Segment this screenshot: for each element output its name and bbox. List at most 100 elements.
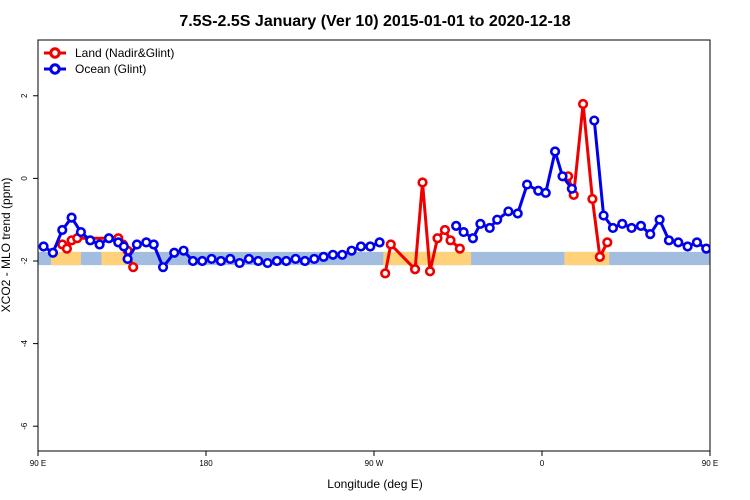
x-tick-label: 90 E (702, 459, 718, 468)
legend-land-label: Land (Nadir&Glint) (75, 46, 174, 60)
data-point (290, 253, 301, 265)
data-point (451, 220, 462, 231)
data-point (557, 171, 568, 182)
data-point (215, 255, 227, 267)
data-point (197, 255, 208, 267)
data-point (365, 241, 376, 252)
data-point (730, 214, 738, 222)
x-axis: 90 E 180 90 W 0 90 E (30, 451, 718, 468)
data-point (682, 241, 693, 252)
data-point (701, 243, 710, 254)
legend: Land (Nadir&Glint) Ocean (Glint) (44, 46, 174, 76)
data-point (458, 226, 469, 238)
data-point (169, 247, 180, 258)
data-point (346, 245, 357, 256)
series-line (455, 150, 574, 240)
data-point (243, 253, 255, 265)
y-axis-label: XCO2 - MLO trend (ppm) (0, 178, 13, 313)
data-point (521, 179, 533, 190)
data-point (380, 268, 391, 279)
data-point (512, 208, 523, 219)
series-layer (38, 98, 750, 279)
data-point (736, 245, 744, 253)
data-point (355, 241, 367, 252)
land-band-segment (736, 252, 750, 265)
data-point (467, 233, 479, 244)
series-ocean (38, 115, 738, 273)
data-point (540, 187, 551, 198)
x-axis-label: Longitude (deg E) (327, 477, 422, 491)
data-point (602, 237, 613, 248)
series-line (734, 238, 750, 267)
x-tick-label: 90 E (30, 459, 46, 468)
data-point (598, 210, 609, 221)
data-point (327, 249, 339, 260)
data-point (309, 253, 320, 265)
data-point (75, 226, 87, 238)
data-point (318, 251, 329, 262)
data-point (234, 257, 245, 269)
data-point (432, 233, 443, 244)
data-point (122, 253, 133, 265)
data-point (128, 262, 139, 273)
data-point (409, 264, 421, 275)
data-point (503, 206, 514, 217)
series-line (592, 120, 710, 252)
data-point (337, 249, 348, 260)
data-point (38, 241, 49, 252)
data-point (654, 214, 665, 225)
data-point (187, 255, 199, 267)
data-point (691, 237, 703, 248)
data-point (589, 115, 600, 126)
data-point (607, 222, 619, 234)
data-point (262, 257, 273, 269)
legend-ocean-label: Ocean (Glint) (75, 62, 146, 76)
data-point (61, 243, 73, 254)
data-point (475, 218, 486, 229)
data-point (47, 247, 59, 258)
data-point (85, 235, 96, 246)
legend-land-marker (49, 47, 61, 59)
data-point (587, 193, 598, 205)
x-tick-label: 180 (199, 459, 213, 468)
data-point (271, 255, 283, 267)
data-point (103, 233, 115, 244)
data-point (157, 262, 169, 273)
data-point (299, 255, 311, 267)
data-point (626, 222, 637, 234)
data-point (94, 239, 105, 250)
data-point (206, 253, 217, 265)
y-axis: 2 0 -2 -4 -6 (20, 93, 38, 430)
land-band-segment (383, 251, 472, 266)
data-point (253, 255, 264, 267)
data-point (663, 235, 675, 246)
data-point (635, 220, 647, 231)
data-point (445, 235, 456, 246)
data-point (417, 177, 428, 188)
data-point (439, 224, 451, 236)
y-tick-label: 2 (20, 93, 29, 98)
data-point (374, 237, 385, 248)
legend-ocean-marker (49, 63, 61, 75)
data-point (577, 98, 589, 110)
data-point (549, 146, 561, 157)
data-point (57, 224, 68, 236)
data-point (617, 218, 628, 229)
land-ocean-band (38, 251, 750, 266)
data-point (454, 243, 465, 254)
data-point (66, 212, 77, 223)
data-point (730, 241, 738, 249)
land-band-segment (101, 251, 128, 266)
data-point (744, 234, 750, 242)
series-land (57, 98, 750, 279)
x-tick-label: 90 W (365, 459, 384, 468)
data-point (424, 266, 436, 277)
land-band-segment (51, 251, 81, 266)
chart-title: 7.5S-2.5S January (Ver 10) 2015-01-01 to… (179, 13, 570, 30)
data-point (673, 237, 684, 248)
y-tick-label: 0 (20, 176, 29, 181)
data-point (178, 245, 189, 256)
data-point (721, 226, 729, 234)
data-point (148, 239, 159, 250)
